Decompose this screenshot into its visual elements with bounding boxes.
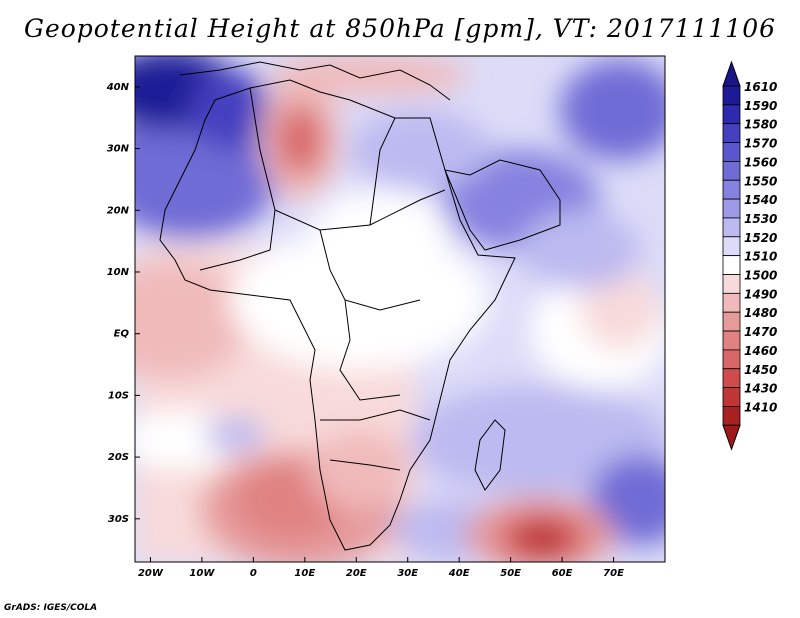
lon-tick-label: 0 xyxy=(250,568,257,579)
grads-credit: GrADS: IGES/COLA xyxy=(4,603,98,613)
colorbar-swatch xyxy=(722,274,741,294)
colorbar-label: 1430 xyxy=(744,382,777,396)
lon-tick-label: 20W xyxy=(138,568,164,579)
lat-tick-label: 40N xyxy=(106,82,130,93)
colorbar-swatch xyxy=(722,236,741,257)
colorbar-label: 1470 xyxy=(744,325,777,339)
colorbar-label: 1540 xyxy=(744,193,777,207)
colorbar-label: 1450 xyxy=(744,363,777,377)
colorbar-min-arrow xyxy=(722,424,741,451)
colorbar-label: 1520 xyxy=(744,231,777,245)
colorbar-swatch xyxy=(722,104,741,125)
longitude-axis: 20W 10W 0 10E 20E 30E 40E 50E 60E 70E xyxy=(138,557,624,579)
lon-tick-label: 10W xyxy=(189,568,215,579)
colorbar-swatch xyxy=(722,387,741,407)
colorbar-label: 1570 xyxy=(744,137,777,151)
colorbar-label: 1460 xyxy=(744,344,777,358)
colorbar-label: 1530 xyxy=(744,212,777,226)
colorbar-label: 1560 xyxy=(744,155,777,169)
colorbar-swatch xyxy=(722,368,741,389)
colorbar-swatch xyxy=(722,292,741,313)
lon-tick-label: 40E xyxy=(448,568,470,579)
colorbar-swatch xyxy=(722,217,741,238)
colorbar-swatch xyxy=(722,142,741,162)
colorbar-label: 1550 xyxy=(744,174,777,188)
colorbar-max-arrow xyxy=(722,60,741,87)
lat-tick-label: 10S xyxy=(108,390,129,401)
colorbar-label: 1510 xyxy=(744,250,777,264)
map-title: Geopotential Height at 850hPa [gpm], VT:… xyxy=(23,14,777,43)
lat-tick-label: EQ xyxy=(114,329,130,340)
lon-tick-label: 50E xyxy=(500,568,521,579)
colorbar-swatch xyxy=(722,179,741,200)
lat-tick-label: 30S xyxy=(108,514,129,525)
colorbar-label: 1590 xyxy=(744,99,777,113)
lat-tick-label: 20S xyxy=(108,452,129,463)
colorbar-swatch xyxy=(722,123,741,143)
colorbar-swatch xyxy=(722,255,741,275)
colorbar-swatch xyxy=(722,85,741,106)
colorbar-label: 1580 xyxy=(744,118,777,132)
colorbar-label: 1490 xyxy=(744,287,777,301)
colorbar-swatch xyxy=(722,349,741,370)
colorbar-swatch xyxy=(722,198,741,219)
colorbar-swatch xyxy=(722,160,741,181)
plot-frame xyxy=(134,55,666,563)
colorbar-swatch xyxy=(722,406,741,426)
coastlines xyxy=(159,61,561,551)
colorbar-label: 1610 xyxy=(744,80,777,94)
lat-tick-label: 10N xyxy=(107,267,130,278)
height-field xyxy=(135,56,665,562)
colorbar: 1610 1590 1580 1570 1560 1550 1540 1530 1520 1510… xyxy=(722,60,777,451)
colorbar-swatch xyxy=(722,330,741,351)
lat-tick-label: 20N xyxy=(107,205,130,216)
colorbar-swatch xyxy=(722,311,741,332)
colorbar-label: 1500 xyxy=(744,269,777,283)
lon-tick-label: 60E xyxy=(552,568,573,579)
colorbar-label: 1480 xyxy=(744,306,777,320)
lon-tick-label: 20E xyxy=(346,568,367,579)
lon-tick-label: 30E xyxy=(397,568,418,579)
colorbar-label: 1410 xyxy=(744,400,777,414)
lat-tick-label: 30N xyxy=(107,144,130,155)
lon-tick-label: 70E xyxy=(603,568,624,579)
latitude-axis: 40N 30N 20N 10N EQ 10S 20S 30S xyxy=(106,82,140,525)
lon-tick-label: 10E xyxy=(294,568,315,579)
